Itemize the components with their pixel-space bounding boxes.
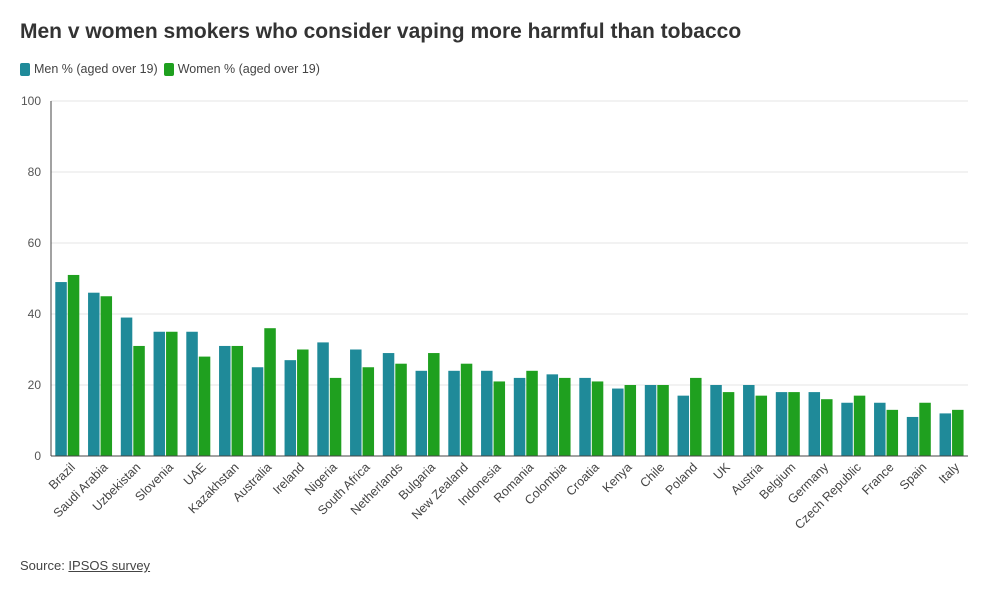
x-tick-label: Croatia	[564, 460, 602, 498]
bar-men[interactable]	[481, 370, 493, 456]
bar-men[interactable]	[710, 385, 722, 456]
x-tick-label: Chile	[637, 460, 667, 490]
bar-women[interactable]	[591, 381, 604, 456]
legend: Men % (aged over 19) Women % (aged over …	[20, 62, 326, 76]
x-tick-label: France	[859, 460, 896, 497]
bar-men[interactable]	[644, 385, 657, 456]
bar-women[interactable]	[133, 345, 145, 456]
bar-women[interactable]	[198, 356, 211, 456]
y-tick-label: 20	[28, 378, 42, 392]
bar-men[interactable]	[775, 392, 788, 456]
bar-men[interactable]	[874, 402, 886, 456]
bar-men[interactable]	[55, 282, 67, 456]
source-link[interactable]: IPSOS survey	[68, 558, 151, 573]
y-tick-label: 60	[28, 236, 42, 250]
bar-women[interactable]	[526, 370, 538, 456]
bar-men[interactable]	[186, 331, 198, 456]
bar-women[interactable]	[624, 385, 637, 456]
bar-men[interactable]	[415, 370, 428, 456]
source-label: Source:	[20, 558, 69, 573]
bar-men[interactable]	[350, 349, 362, 457]
bar-men[interactable]	[808, 392, 821, 456]
bar-women[interactable]	[886, 409, 899, 456]
bar-women[interactable]	[428, 353, 440, 456]
x-tick-label: Italy	[936, 460, 963, 487]
bar-women[interactable]	[460, 363, 473, 456]
x-tick-label: Spain	[897, 460, 930, 493]
bar-women[interactable]	[329, 377, 342, 456]
legend-label-men: Men % (aged over 19)	[34, 62, 158, 76]
bar-women[interactable]	[559, 377, 571, 456]
legend-swatch-men	[20, 62, 30, 76]
bar-women[interactable]	[100, 296, 113, 456]
bar-men[interactable]	[317, 342, 329, 456]
bar-women[interactable]	[362, 367, 375, 456]
bar-women[interactable]	[67, 274, 80, 456]
bar-men[interactable]	[284, 360, 297, 456]
y-tick-label: 80	[28, 165, 42, 179]
legend-item-men[interactable]: Men % (aged over 19)	[20, 62, 158, 76]
bar-men[interactable]	[120, 317, 133, 456]
legend-label-women: Women % (aged over 19)	[177, 62, 320, 76]
bar-women[interactable]	[919, 402, 931, 456]
bar-men[interactable]	[939, 413, 952, 456]
x-tick-label: Poland	[663, 460, 700, 497]
source-note: Source: IPSOS survey	[20, 558, 150, 573]
bar-men[interactable]	[88, 292, 100, 456]
bar-men[interactable]	[841, 402, 853, 456]
x-tick-label: Kenya	[600, 460, 635, 495]
bar-women[interactable]	[690, 377, 702, 456]
bar-men[interactable]	[219, 345, 231, 456]
x-tick-label: UK	[711, 460, 734, 483]
bar-men[interactable]	[448, 370, 460, 456]
legend-swatch-women	[163, 62, 174, 76]
bar-men[interactable]	[382, 353, 395, 456]
bar-men[interactable]	[612, 388, 624, 456]
bar-men[interactable]	[906, 416, 919, 456]
bar-men[interactable]	[153, 331, 166, 456]
y-tick-label: 100	[21, 94, 41, 108]
bar-women[interactable]	[657, 385, 669, 456]
x-tick-label: UAE	[181, 460, 209, 488]
bar-men[interactable]	[546, 374, 559, 456]
bar-women[interactable]	[952, 409, 964, 456]
bar-women[interactable]	[264, 328, 276, 456]
legend-item-women[interactable]: Women % (aged over 19)	[163, 62, 320, 76]
bar-women[interactable]	[395, 363, 407, 456]
bar-women[interactable]	[755, 395, 768, 456]
bar-women[interactable]	[231, 345, 244, 456]
bar-women[interactable]	[788, 392, 800, 456]
bar-men[interactable]	[579, 377, 591, 456]
bar-women[interactable]	[166, 331, 178, 456]
bar-men[interactable]	[743, 385, 755, 456]
chart-title: Men v women smokers who consider vaping …	[20, 20, 742, 43]
bar-women[interactable]	[853, 395, 866, 456]
bar-men[interactable]	[513, 377, 526, 456]
bar-men[interactable]	[677, 395, 690, 456]
y-tick-label: 0	[34, 449, 41, 463]
bar-women[interactable]	[493, 381, 506, 456]
x-tick-label: Ireland	[270, 460, 307, 497]
bar-women[interactable]	[297, 349, 309, 457]
bar-women[interactable]	[722, 392, 735, 456]
y-tick-label: 40	[28, 307, 42, 321]
bar-men[interactable]	[251, 367, 264, 456]
bar-women[interactable]	[821, 399, 833, 456]
